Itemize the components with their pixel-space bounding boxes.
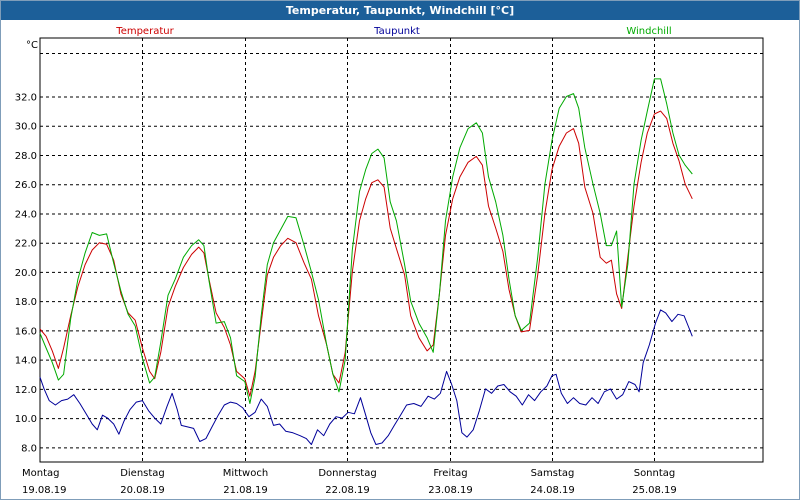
x-tick-date: 21.08.19 <box>223 485 268 496</box>
x-tick-day: Freitag <box>433 468 467 479</box>
chart-title: Temperatur, Taupunkt, Windchill [°C] <box>1 1 799 20</box>
x-tick-day: Dienstag <box>120 468 165 479</box>
y-tick-label: 18.0 <box>15 297 37 308</box>
y-tick-label: 32.0 <box>15 92 37 103</box>
x-tick-date: 20.08.19 <box>120 485 165 496</box>
x-tick-day: Sonntag <box>634 468 676 479</box>
y-tick-label: 8.0 <box>21 443 37 454</box>
y-tick-label: 20.0 <box>15 268 37 279</box>
legend-item-taupunkt: Taupunkt <box>373 26 420 37</box>
series-lines <box>39 78 693 445</box>
y-tick-label: 16.0 <box>15 326 37 337</box>
y-tick-label: 12.0 <box>15 385 37 396</box>
y-tick-label: 14.0 <box>15 356 37 367</box>
y-tick-label: 24.0 <box>15 209 37 220</box>
x-tick-labels: Montag 19.08.19 Dienstag 20.08.19 Mittwoch 21… <box>22 468 677 496</box>
x-tick-date: 23.08.19 <box>428 485 473 496</box>
x-tick-day: Mittwoch <box>223 468 268 479</box>
y-tick-label: 26.0 <box>15 180 37 191</box>
y-tick-label: 30.0 <box>15 122 37 133</box>
legend: Temperatur Taupunkt Windchill <box>115 26 671 37</box>
x-tick-day: Donnerstag <box>318 468 376 479</box>
x-tick-date: 19.08.19 <box>22 485 67 496</box>
x-tick-date: 22.08.19 <box>325 485 370 496</box>
y-axis-label: °C <box>26 40 38 51</box>
x-tick-date: 24.08.19 <box>530 485 575 496</box>
legend-item-windchill: Windchill <box>626 26 671 37</box>
y-tick-labels: 8.0 10.0 12.0 14.0 16.0 18.0 20.0 22.0 24.0 26.0 2… <box>15 92 37 454</box>
y-tick-label: 10.0 <box>15 414 37 425</box>
series-line-windchill <box>39 78 693 404</box>
plot-frame <box>39 37 764 463</box>
series-line-temperatur <box>39 110 693 397</box>
x-tick-date: 25.08.19 <box>632 485 677 496</box>
x-tick-day: Montag <box>22 468 59 479</box>
y-tick-label: 28.0 <box>15 151 37 162</box>
legend-item-temperatur: Temperatur <box>115 26 174 37</box>
grid <box>39 37 764 463</box>
y-tick-label: 22.0 <box>15 239 37 250</box>
x-tick-day: Samstag <box>531 468 575 479</box>
series-line-taupunkt <box>39 309 693 445</box>
